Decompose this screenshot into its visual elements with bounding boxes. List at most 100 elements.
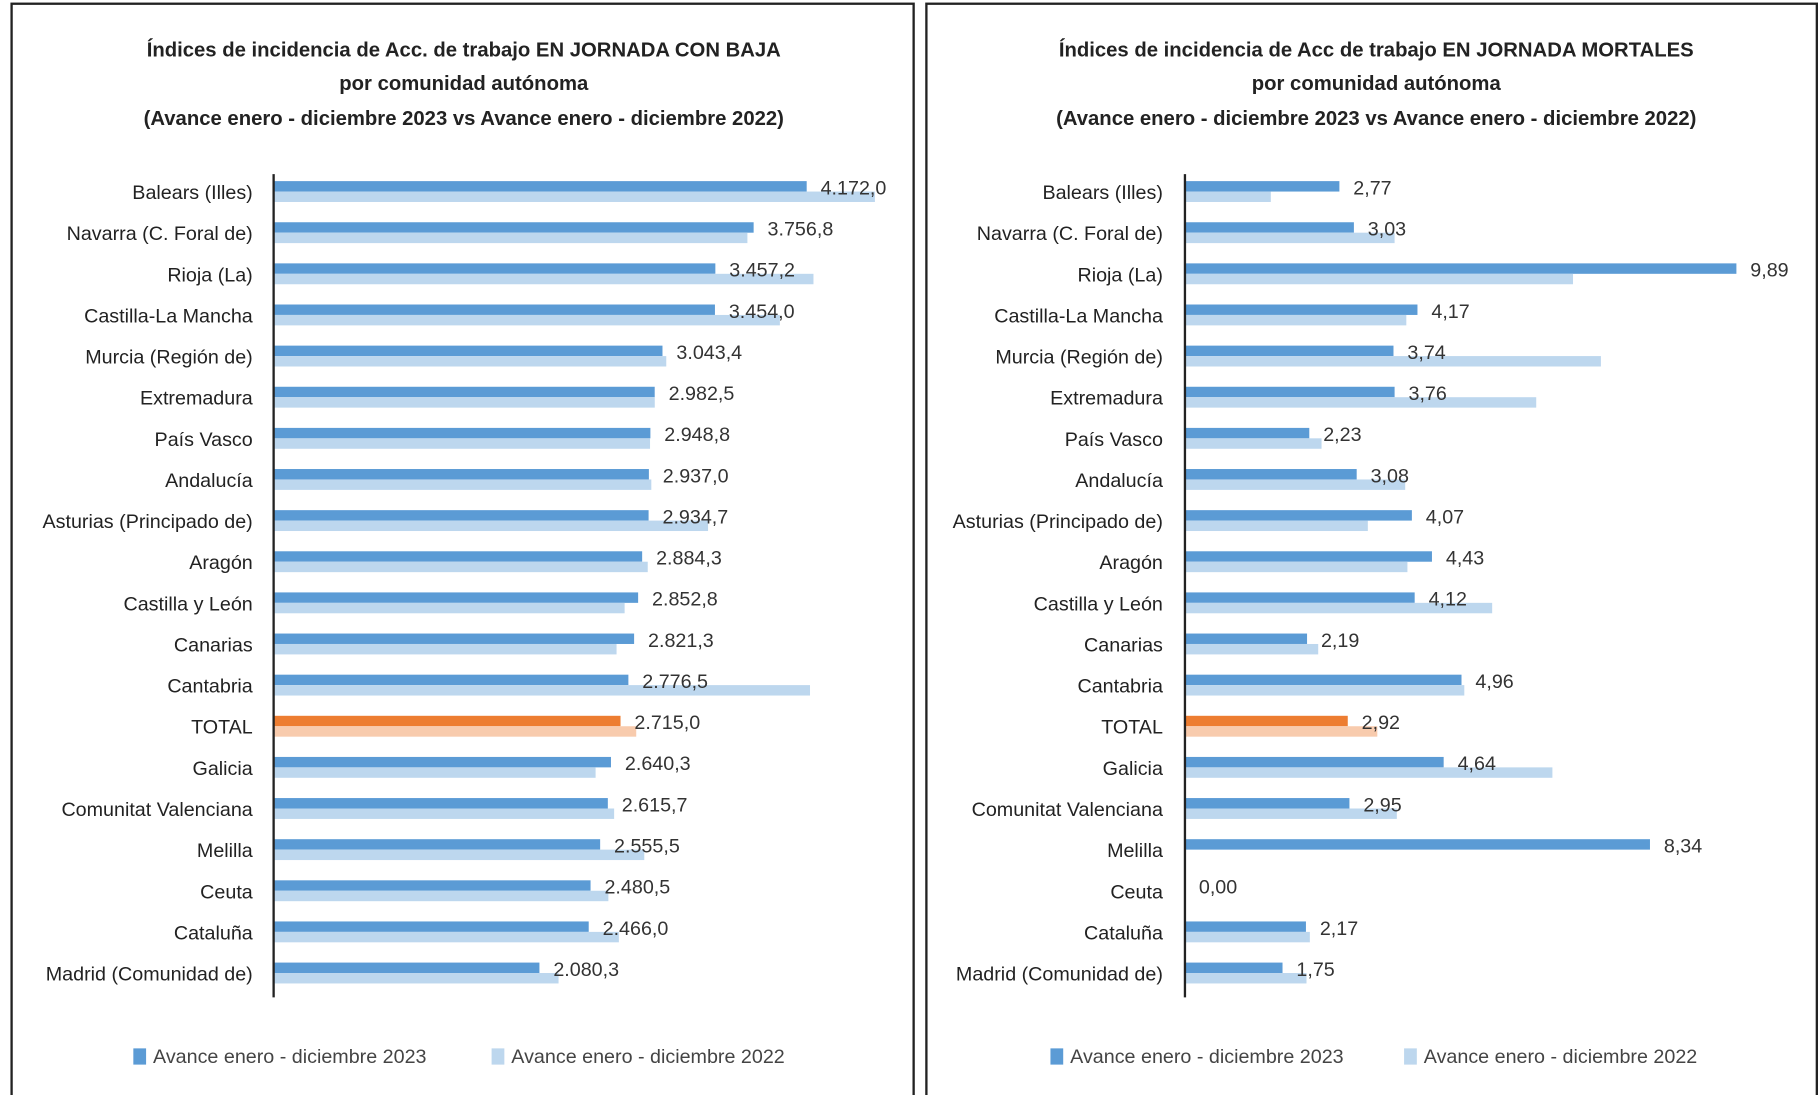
bar <box>273 510 649 521</box>
value-label: 2.480,5 <box>604 877 670 899</box>
value-label: 3.454,0 <box>729 301 795 323</box>
legend-label: Avance enero - diciembre 2022 <box>1424 1046 1697 1068</box>
legend-swatch <box>1404 1048 1417 1065</box>
value-label: 2,95 <box>1363 794 1401 816</box>
chart-title: Índices de incidencia de Acc de trabajo … <box>1059 39 1694 62</box>
value-label: 1,75 <box>1296 959 1334 981</box>
bar <box>273 551 643 562</box>
legend-label: Avance enero - diciembre 2022 <box>511 1046 784 1068</box>
chart-title: por comunidad autónoma <box>339 73 589 95</box>
bar <box>1184 314 1407 326</box>
value-label: 2.852,8 <box>652 589 718 611</box>
bar <box>273 181 807 192</box>
category-label: Castilla y León <box>124 593 253 615</box>
bar <box>273 767 596 778</box>
category-label: Balears (Illes) <box>132 182 252 204</box>
category-label: Aragón <box>1099 552 1163 574</box>
bar <box>273 427 651 439</box>
bar <box>1184 479 1406 490</box>
value-label: 4,07 <box>1426 506 1464 528</box>
legend-label: Avance enero - diciembre 2023 <box>1070 1046 1343 1068</box>
category-label: Extremadura <box>140 388 253 410</box>
bar <box>1184 561 1408 573</box>
category-label: Murcia (Región de) <box>995 347 1163 369</box>
bar <box>273 592 639 603</box>
value-label: 4,43 <box>1446 548 1484 570</box>
value-label: 3.457,2 <box>729 260 795 282</box>
value-label: 2.715,0 <box>634 712 700 734</box>
category-label: Murcia (Región de) <box>85 347 253 369</box>
value-label: 2.934,7 <box>663 506 729 528</box>
category-label: Ceuta <box>1110 881 1163 903</box>
value-label: 0,00 <box>1199 877 1237 899</box>
value-label: 2,19 <box>1321 630 1359 652</box>
bar <box>273 931 619 943</box>
category-label: Galicia <box>193 758 253 780</box>
bar <box>1184 222 1354 233</box>
bar <box>1184 386 1395 398</box>
bar <box>1184 304 1418 315</box>
value-label: 2.466,0 <box>603 918 669 940</box>
category-label: Balears (Illes) <box>1042 182 1162 204</box>
value-label: 2,23 <box>1323 424 1361 446</box>
category-label: Asturias (Principado de) <box>42 511 252 533</box>
category-label: Andalucía <box>165 470 253 492</box>
value-label: 8,34 <box>1664 836 1702 858</box>
category-label: Galicia <box>1103 758 1163 780</box>
category-label: Navarra (C. Foral de) <box>67 223 253 245</box>
bar <box>273 479 652 490</box>
bar <box>273 304 715 315</box>
right-panel-border <box>925 2 1818 1095</box>
left-panel-border <box>10 2 915 1095</box>
category-label: Cantabria <box>1077 676 1162 698</box>
bar <box>1184 469 1357 480</box>
value-label: 2.948,8 <box>664 424 730 446</box>
category-label: Rioja (La) <box>167 264 252 286</box>
value-label: 9,89 <box>1750 260 1788 282</box>
category-label: Asturias (Principado de) <box>953 511 1163 533</box>
bar <box>273 345 663 357</box>
bar <box>273 849 645 861</box>
bar <box>1184 602 1493 614</box>
value-label: 2.640,3 <box>625 753 691 775</box>
category-label: Cantabria <box>167 676 252 698</box>
bar <box>1184 510 1412 521</box>
bar <box>1184 643 1319 655</box>
category-label: Extremadura <box>1050 388 1163 410</box>
value-label: 2.982,5 <box>669 383 735 405</box>
value-label: 2.615,7 <box>622 794 688 816</box>
bar <box>1184 520 1368 532</box>
value-label: 2,77 <box>1353 177 1391 199</box>
bar <box>273 561 648 573</box>
bar <box>1184 263 1737 274</box>
bar <box>1184 962 1283 974</box>
bar <box>273 962 540 974</box>
value-label: 2.884,3 <box>656 548 722 570</box>
bar <box>273 633 635 644</box>
value-label: 2.821,3 <box>648 630 714 652</box>
bar <box>273 643 617 655</box>
category-label: Canarias <box>174 634 253 656</box>
chart-title: (Avance enero - diciembre 2023 vs Avance… <box>144 108 784 130</box>
category-label: Cataluña <box>1084 922 1163 944</box>
bar <box>273 397 655 408</box>
category-label: Castilla-La Mancha <box>994 305 1163 327</box>
bar <box>273 314 780 326</box>
bar <box>1184 592 1415 603</box>
bar <box>1184 839 1650 850</box>
bar <box>1184 931 1310 943</box>
bar <box>1184 674 1462 686</box>
bar <box>273 602 625 614</box>
bar <box>273 839 601 850</box>
legend-swatch <box>491 1048 505 1065</box>
chart-title: por comunidad autónoma <box>1252 73 1502 95</box>
value-label: 2.776,5 <box>642 671 708 693</box>
category-label: Madrid (Comunidad de) <box>956 964 1163 986</box>
bar <box>273 808 615 819</box>
bar <box>273 880 591 891</box>
legend-swatch <box>133 1048 147 1065</box>
category-label: Comunitat Valenciana <box>972 799 1163 821</box>
bar <box>1184 633 1308 644</box>
bar <box>1184 181 1340 192</box>
